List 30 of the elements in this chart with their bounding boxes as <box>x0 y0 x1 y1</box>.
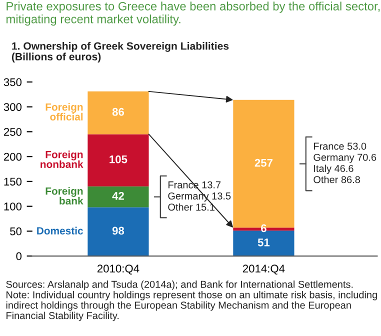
y-tick-label: 150 <box>4 178 22 186</box>
y-tick-label: 200 <box>4 152 22 161</box>
data-label: 42 <box>112 192 124 200</box>
data-label: 51 <box>258 238 270 246</box>
y-tick-label: 0 <box>16 252 22 260</box>
bar <box>88 91 149 134</box>
bar <box>88 186 149 208</box>
source-note: Sources: Arslanalp and Tsuda (2014a); and Bank for International Settlements. <box>6 280 353 290</box>
bar <box>233 230 294 256</box>
annotation: France 53.0 Germany 70.6 Italy 46.6 Other 86.8 <box>314 142 376 184</box>
series-label: Foreign nonbank <box>40 150 84 168</box>
data-label: 105 <box>110 155 128 164</box>
bar <box>88 134 149 186</box>
y-tick-label: 250 <box>4 128 22 136</box>
data-label: 257 <box>254 158 272 167</box>
y-tick-label: 350 <box>4 78 22 86</box>
series-label: Foreign official <box>46 103 83 120</box>
data-label: 86 <box>112 108 124 116</box>
chart-subtitle: 1. Ownership of Greek Sovereign Liabilities (Billions of euros) <box>12 42 229 62</box>
y-tick-label: 300 <box>4 103 22 111</box>
data-label: 98 <box>112 226 124 235</box>
series-label: Domestic <box>37 226 84 234</box>
x-tick-label: 2010:Q4 <box>97 264 140 275</box>
series-label: Foreign bank <box>46 187 84 205</box>
y-tick-label: 100 <box>4 202 22 210</box>
x-tick-label: 2014:Q4 <box>242 264 285 275</box>
bar <box>88 207 149 256</box>
chart-title: Private exposures to Greece have been absorbed by the official sector, mitigating recent market volatility. <box>6 2 380 26</box>
y-tick-label: 50 <box>10 227 22 236</box>
text: Note: Individual country holdings represent those on an ultimate risk basis, including indirect holdings through the European Stability Mechanism and the European Financial Stability Facility. <box>6 290 377 322</box>
